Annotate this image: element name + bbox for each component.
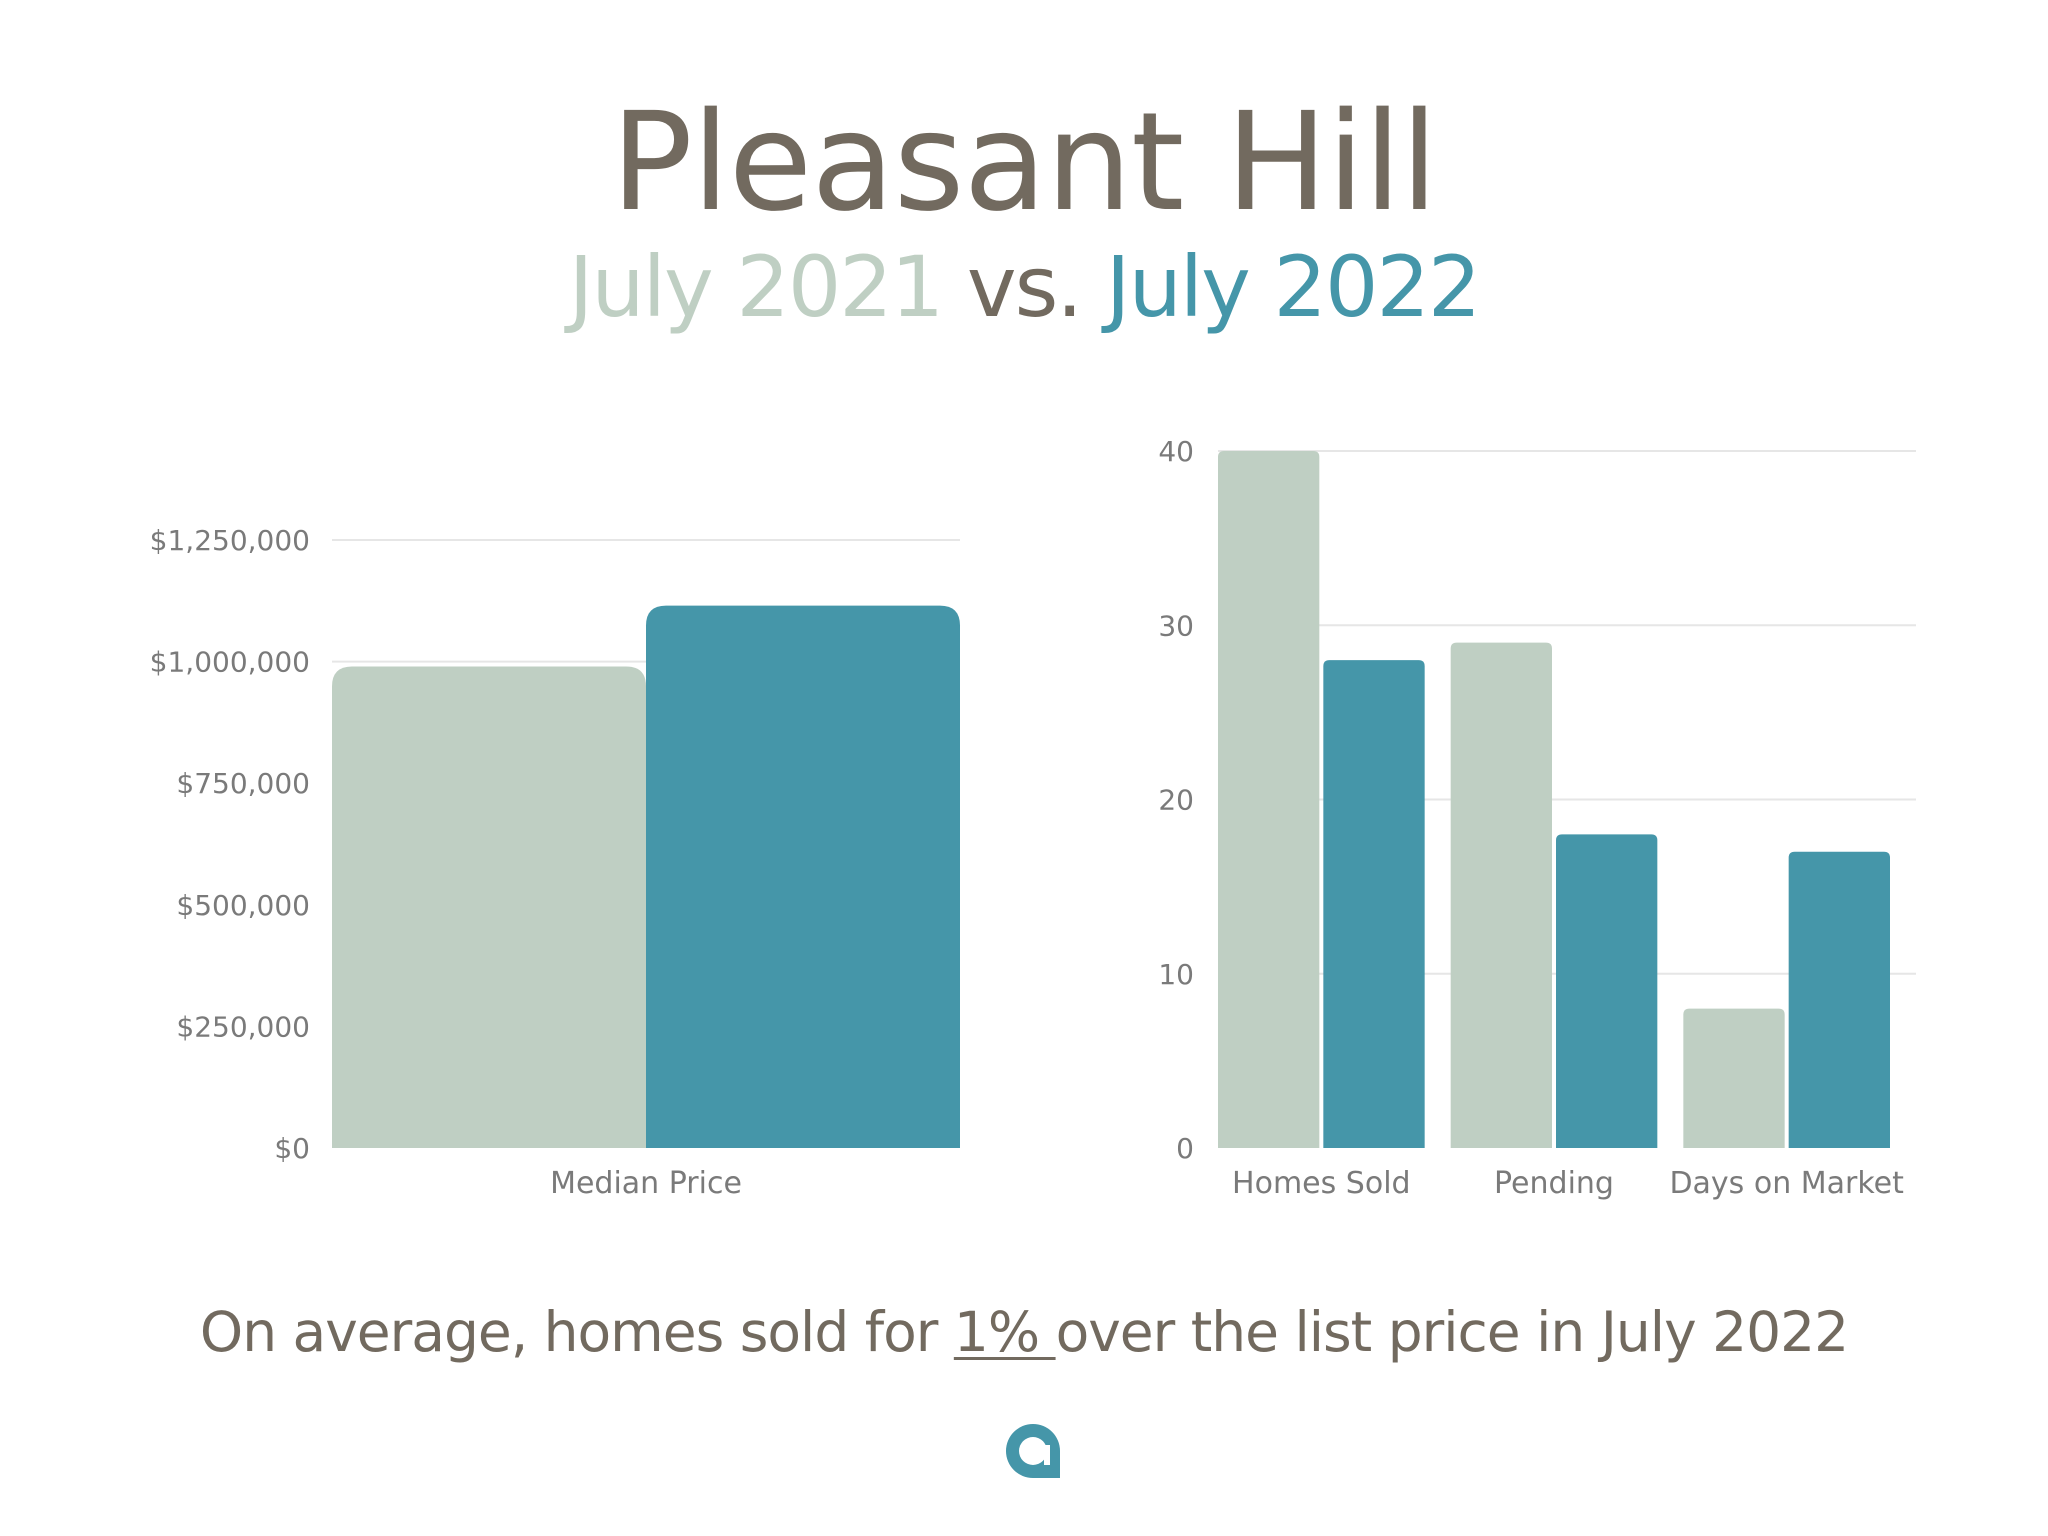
bar <box>1218 451 1320 1148</box>
bar <box>1788 851 1890 1148</box>
x-category-label: Pending <box>1494 1166 1614 1201</box>
x-category-label: Homes Sold <box>1232 1166 1411 1201</box>
page-subtitle: July 2021 vs. July 2022 <box>0 245 2048 329</box>
a-logo-icon <box>1005 1424 1060 1478</box>
y-tick-label: $1,250,000 <box>150 524 310 557</box>
footer-summary: On average, homes sold for 1% over the l… <box>0 1305 2048 1360</box>
bar <box>1556 834 1658 1148</box>
y-tick-label: 30 <box>1158 609 1194 642</box>
page-title: Pleasant Hill <box>610 84 1438 242</box>
bar <box>646 605 960 1148</box>
x-category-label: Days on Market <box>1669 1166 1904 1201</box>
footer-highlight: 1% <box>953 1300 1056 1364</box>
subtitle-vs: vs. <box>966 238 1083 336</box>
bar <box>332 666 646 1148</box>
y-tick-label: 0 <box>1176 1132 1194 1165</box>
y-tick-label: $0 <box>274 1132 310 1165</box>
footer-prefix: On average, homes sold for <box>199 1300 954 1364</box>
bar <box>1683 1008 1785 1148</box>
y-tick-label: $250,000 <box>176 1010 310 1043</box>
footer-suffix: over the list price in July 2022 <box>1055 1300 1849 1364</box>
y-tick-label: $750,000 <box>176 767 310 800</box>
y-tick-label: 10 <box>1158 958 1194 991</box>
subtitle-new-period: July 2022 <box>1105 238 1482 336</box>
y-tick-label: 40 <box>1158 435 1194 468</box>
y-tick-label: $1,000,000 <box>150 646 310 679</box>
y-tick-label: $500,000 <box>176 889 310 922</box>
subtitle-old-period: July 2021 <box>568 238 945 336</box>
bar <box>1323 660 1425 1148</box>
y-tick-label: 20 <box>1158 784 1194 817</box>
bar <box>1450 642 1552 1148</box>
x-category-label: Median Price <box>550 1166 742 1201</box>
